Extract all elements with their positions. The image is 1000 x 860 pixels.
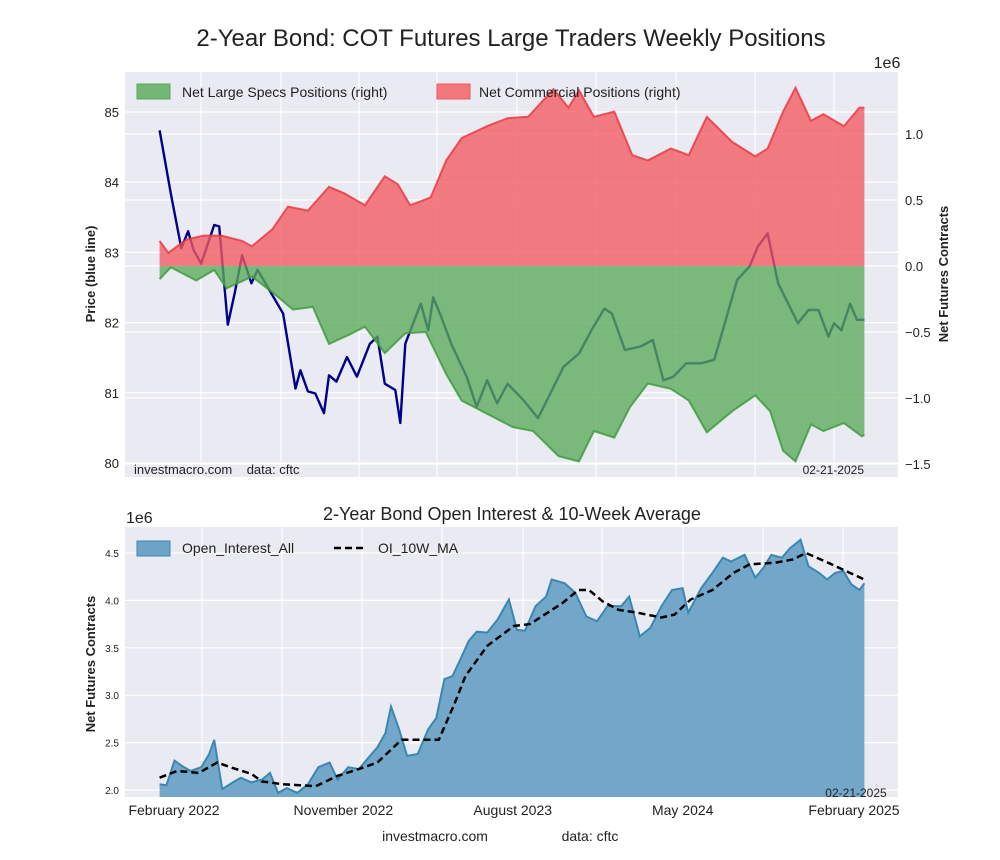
bottom-y-tick-label: 3.0 — [105, 691, 119, 702]
right-tick-label: −1.0 — [905, 391, 931, 406]
open-interest-line — [159, 537, 866, 795]
footer-source: data: cftc — [562, 828, 619, 844]
top-left-axis-label: Price (blue line) — [83, 226, 98, 323]
bottom-date-label: 02-21-2025 — [825, 786, 887, 800]
bottom-chart-title: 2-Year Bond Open Interest & 10-Week Aver… — [323, 504, 701, 524]
bottom-axis-multiplier: 1e6 — [126, 510, 153, 527]
legend-label-commercial: Net Commercial Positions (right) — [479, 84, 681, 100]
bottom-y-tick-label: 4.0 — [105, 596, 119, 607]
left-tick-label: 82 — [105, 316, 119, 331]
bottom-y-axis-label: Net Futures Contracts — [83, 596, 98, 733]
ma-line — [159, 551, 865, 788]
top-legend: Net Large Specs Positions (right) Net Co… — [136, 83, 681, 100]
bottom-series — [159, 537, 866, 797]
right-tick-label: 0.0 — [905, 259, 923, 274]
top-right-axis-label: Net Futures Contracts — [936, 206, 951, 343]
bottom-y-tick-label: 2.0 — [105, 786, 119, 797]
top-series — [158, 85, 865, 464]
left-tick-label: 83 — [105, 245, 119, 260]
bottom-y-tick-label: 4.5 — [105, 549, 119, 560]
footer-site: investmacro.com — [382, 828, 488, 844]
right-tick-label: 1.0 — [905, 127, 923, 142]
bottom-y-tick-label: 3.5 — [105, 644, 119, 655]
legend-swatch-commercial — [436, 83, 471, 100]
top-date-label: 02-21-2025 — [803, 463, 865, 477]
left-tick-label: 85 — [105, 105, 119, 120]
top-tick-labels: 80 81 82 83 84 85 −1.5 −1.0 −0.5 0.0 0.5 1.0 — [105, 105, 931, 472]
bottom-y-tick-label: 2.5 — [105, 739, 119, 750]
legend-label-open-interest: Open_Interest_All — [182, 540, 294, 556]
left-tick-label: 81 — [105, 386, 119, 401]
right-tick-label: −1.5 — [905, 457, 931, 472]
right-tick-label: −0.5 — [905, 325, 931, 340]
bottom-legend: Open_Interest_All OI_10W_MA — [136, 540, 459, 557]
specs-area — [159, 266, 865, 462]
open-interest-area — [159, 539, 865, 797]
right-tick-label: 0.5 — [905, 193, 923, 208]
x-tick-label: February 2022 — [128, 802, 219, 818]
top-chart-title: 2-Year Bond: COT Futures Large Traders W… — [196, 25, 825, 52]
legend-label-ma: OI_10W_MA — [378, 540, 459, 556]
legend-swatch-specs — [136, 83, 171, 100]
x-tick-label: February 2025 — [808, 802, 899, 818]
legend-label-specs: Net Large Specs Positions (right) — [182, 84, 387, 100]
x-tick-label: August 2023 — [473, 802, 552, 818]
top-watermark: investmacro.com data: cftc — [134, 462, 300, 477]
bottom-tick-labels: 2.0 2.5 3.0 3.5 4.0 4.5 February 2022 November … — [105, 549, 900, 818]
legend-swatch-open-interest — [136, 540, 171, 557]
commercial-line — [158, 85, 865, 255]
x-tick-label: May 2024 — [652, 802, 714, 818]
specs-line — [158, 266, 865, 464]
left-tick-label: 80 — [105, 456, 119, 471]
commercial-area — [159, 87, 865, 266]
left-tick-label: 84 — [105, 175, 119, 190]
top-right-axis-multiplier: 1e6 — [874, 55, 901, 72]
x-tick-label: November 2022 — [294, 802, 394, 818]
